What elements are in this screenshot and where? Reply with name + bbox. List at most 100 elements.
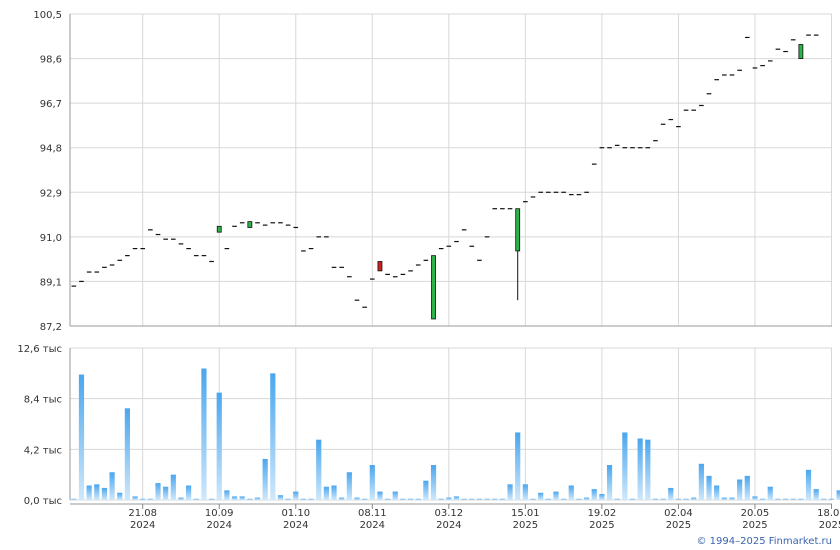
volume-bar bbox=[561, 498, 567, 500]
volume-bar bbox=[377, 491, 383, 500]
x-tick-year: 2024 bbox=[360, 520, 385, 531]
volume-bar bbox=[629, 498, 636, 500]
volume-y-tick-label: 0,0 тыс bbox=[24, 496, 62, 507]
volume-y-tick-label: 8,4 тыс bbox=[24, 395, 62, 406]
price-y-tick-label: 96,7 bbox=[40, 99, 62, 110]
volume-bar bbox=[507, 484, 513, 500]
volume-bar bbox=[277, 495, 284, 500]
x-tick-labels: 21.08202410.09202401.10202408.11202403.1… bbox=[128, 504, 840, 531]
volume-y-tick-label: 12,6 тыс bbox=[17, 344, 62, 355]
x-tick-date: 10.09 bbox=[205, 508, 234, 519]
volume-y-tick-label: 4,2 тыс bbox=[24, 445, 62, 456]
copyright-link[interactable]: © 1994–2025 Finmarket.ru bbox=[696, 536, 832, 547]
price-y-tick-label: 92,9 bbox=[40, 188, 62, 199]
price-candle bbox=[216, 225, 222, 233]
volume-bar bbox=[729, 497, 735, 500]
volume-bar bbox=[576, 498, 582, 500]
volume-bar bbox=[362, 498, 368, 500]
x-tick-date: 08.11 bbox=[358, 508, 387, 519]
x-tick-date: 20.05 bbox=[741, 508, 770, 519]
x-tick-date: 15.01 bbox=[511, 508, 540, 519]
volume-bar bbox=[308, 498, 314, 500]
volume-bar bbox=[538, 492, 544, 500]
price-candle bbox=[798, 44, 804, 59]
volume-bar bbox=[775, 498, 781, 500]
x-tick-year: 2024 bbox=[436, 520, 461, 531]
volume-bar bbox=[300, 498, 307, 500]
volume-bar bbox=[101, 487, 108, 500]
volume-bar bbox=[805, 469, 812, 500]
volume-bar bbox=[117, 492, 123, 500]
volume-bar bbox=[316, 439, 322, 500]
volume-bar bbox=[499, 498, 505, 500]
volume-bar bbox=[400, 498, 406, 500]
volume-bar bbox=[599, 493, 605, 500]
volume-bar bbox=[683, 498, 689, 500]
x-tick-date: 18.06 bbox=[817, 508, 840, 519]
volume-bar bbox=[744, 475, 750, 500]
volume-bar bbox=[423, 480, 429, 500]
price-y-tick-labels: 100,5 98,6 96,7 94,8 92,9 91,0 89,1 87,2 bbox=[33, 10, 62, 333]
x-tick-year: 2025 bbox=[666, 520, 691, 531]
volume-bar bbox=[407, 498, 414, 500]
price-candle bbox=[377, 261, 383, 272]
volume-bar bbox=[583, 497, 590, 500]
volume-bar bbox=[752, 496, 758, 500]
x-tick-year: 2024 bbox=[283, 520, 308, 531]
volume-bar bbox=[346, 472, 352, 500]
volume-bar bbox=[323, 486, 329, 500]
volume-bar bbox=[140, 498, 146, 500]
volume-bar bbox=[247, 498, 253, 500]
volume-bar bbox=[453, 496, 460, 500]
volume-bar bbox=[270, 373, 276, 500]
volume-bar bbox=[163, 486, 169, 500]
volume-bar bbox=[553, 491, 559, 500]
volume-bar bbox=[714, 485, 720, 500]
volume-bar bbox=[782, 498, 789, 500]
volume-bar bbox=[668, 487, 674, 500]
price-y-tick-label: 91,0 bbox=[40, 233, 62, 244]
volume-y-tick-labels: 12,6 тыс 8,4 тыс 4,2 тыс 0,0 тыс bbox=[17, 344, 62, 507]
volume-bar bbox=[155, 483, 161, 500]
volume-bar bbox=[231, 496, 238, 500]
volume-bar bbox=[109, 472, 115, 500]
price-candle bbox=[247, 221, 253, 228]
volume-bar bbox=[515, 432, 521, 500]
volume-bar bbox=[706, 475, 712, 500]
volume-grid bbox=[69, 347, 832, 505]
x-tick-date: 01.10 bbox=[281, 508, 310, 519]
volume-bar bbox=[637, 438, 643, 500]
volume-bar bbox=[86, 485, 92, 500]
price-y-tick-label: 87,2 bbox=[40, 322, 62, 333]
volume-bar bbox=[545, 498, 551, 500]
volume-bar bbox=[568, 485, 574, 500]
volume-bar bbox=[392, 491, 398, 500]
x-tick-year: 2025 bbox=[589, 520, 614, 531]
x-tick-date: 02.04 bbox=[664, 508, 693, 519]
x-tick-year: 2025 bbox=[819, 520, 840, 531]
volume-bar bbox=[622, 432, 628, 500]
volume-bar bbox=[285, 498, 291, 500]
volume-bar bbox=[469, 498, 475, 500]
volume-bar bbox=[492, 498, 498, 500]
volume-bar bbox=[262, 458, 268, 500]
x-tick-year: 2025 bbox=[742, 520, 767, 531]
volume-bar bbox=[790, 498, 796, 500]
price-candle bbox=[431, 255, 436, 320]
volume-bar bbox=[339, 497, 345, 500]
volume-bar bbox=[737, 479, 743, 500]
x-tick-year: 2024 bbox=[130, 520, 155, 531]
volume-bar bbox=[721, 497, 727, 500]
volume-bar bbox=[186, 485, 192, 500]
volume-bar bbox=[193, 498, 199, 500]
volume-bar bbox=[78, 374, 85, 500]
volume-bar bbox=[254, 497, 261, 500]
volume-bar bbox=[415, 498, 421, 500]
volume-bar bbox=[698, 463, 704, 500]
volume-bar bbox=[124, 408, 130, 500]
volume-bar bbox=[798, 498, 804, 500]
x-tick-year: 2024 bbox=[207, 520, 232, 531]
volume-bar bbox=[484, 498, 490, 500]
volume-bar bbox=[660, 498, 666, 500]
